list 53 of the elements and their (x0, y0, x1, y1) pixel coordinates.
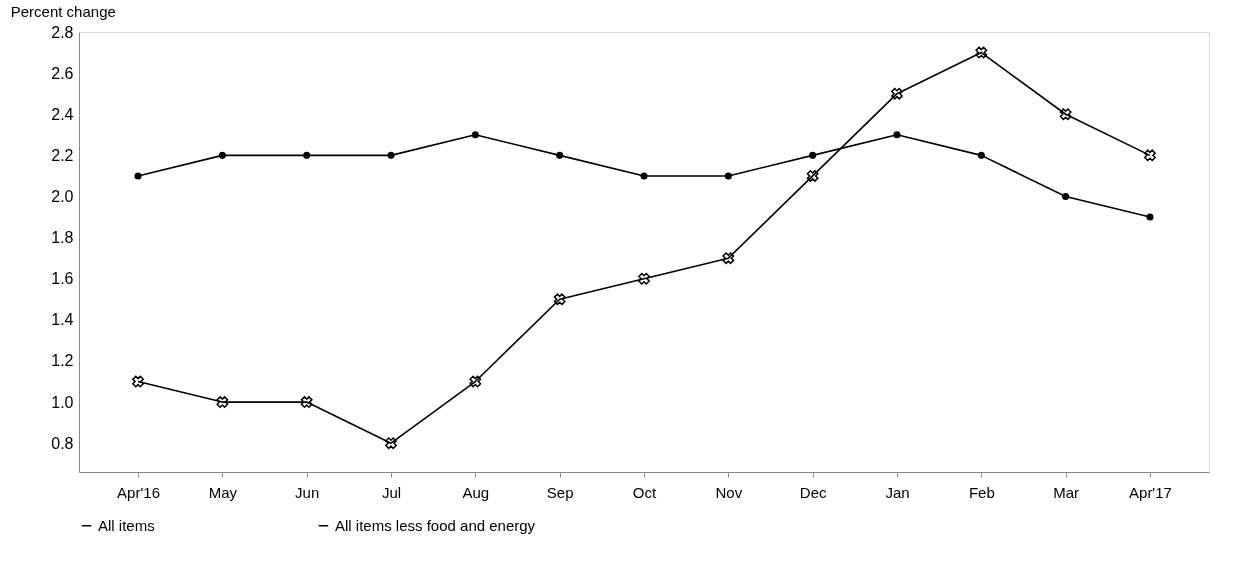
point (809, 151, 817, 159)
y-tick-label: 1.0 (51, 393, 74, 411)
y-tick-label: 2.6 (51, 64, 74, 82)
point (553, 293, 566, 306)
legend-label: All items less food and energy (335, 516, 536, 534)
point (218, 151, 226, 159)
point (132, 375, 144, 388)
point (303, 151, 311, 159)
point (1059, 108, 1072, 121)
point (977, 151, 985, 159)
point (893, 131, 901, 139)
y-tick-label: 2.2 (51, 146, 74, 164)
y-tick-label: 1.2 (51, 352, 74, 370)
point (1146, 213, 1154, 221)
legend-label: All items (98, 516, 155, 534)
point (216, 396, 229, 409)
x-tick-label: Oct (632, 483, 657, 501)
y-tick-label: 1.4 (51, 311, 74, 329)
point (469, 375, 482, 388)
x-tick-label: Jul (381, 483, 402, 501)
x-tick-label: Dec (799, 483, 827, 501)
x-tick-label: Apr'17 (1129, 483, 1172, 501)
x-tick-label: Jun (295, 483, 320, 501)
y-tick-label: 2.8 (51, 23, 74, 41)
point (300, 396, 313, 409)
y-tick-label: 0.8 (51, 434, 74, 452)
point (1062, 192, 1070, 201)
x-tick-label: Aug (462, 483, 490, 501)
point (722, 252, 735, 265)
point (387, 151, 395, 159)
x-tick-label: Mar (1053, 483, 1080, 501)
point (556, 151, 564, 159)
y-tick-label: 2.0 (51, 187, 74, 205)
point (640, 172, 648, 180)
point (1144, 149, 1156, 162)
x-tick-label: Feb (968, 483, 995, 501)
chart-title: Percent change (10, 3, 116, 20)
x-tick-label: Apr'16 (117, 483, 160, 501)
y-tick-label: 2.4 (51, 105, 74, 123)
point (891, 87, 903, 100)
y-tick-label: 1.6 (51, 270, 74, 288)
point (638, 272, 650, 285)
point (385, 437, 397, 450)
point (134, 172, 142, 180)
x-tick-label: Nov (715, 483, 743, 501)
point (724, 172, 732, 180)
point (471, 131, 479, 139)
point (975, 46, 988, 59)
y-tick-label: 1.8 (51, 229, 74, 247)
point (806, 169, 819, 182)
x-tick-label: Jan (885, 483, 910, 501)
x-tick-label: Sep (546, 483, 574, 501)
x-tick-label: May (208, 483, 238, 501)
